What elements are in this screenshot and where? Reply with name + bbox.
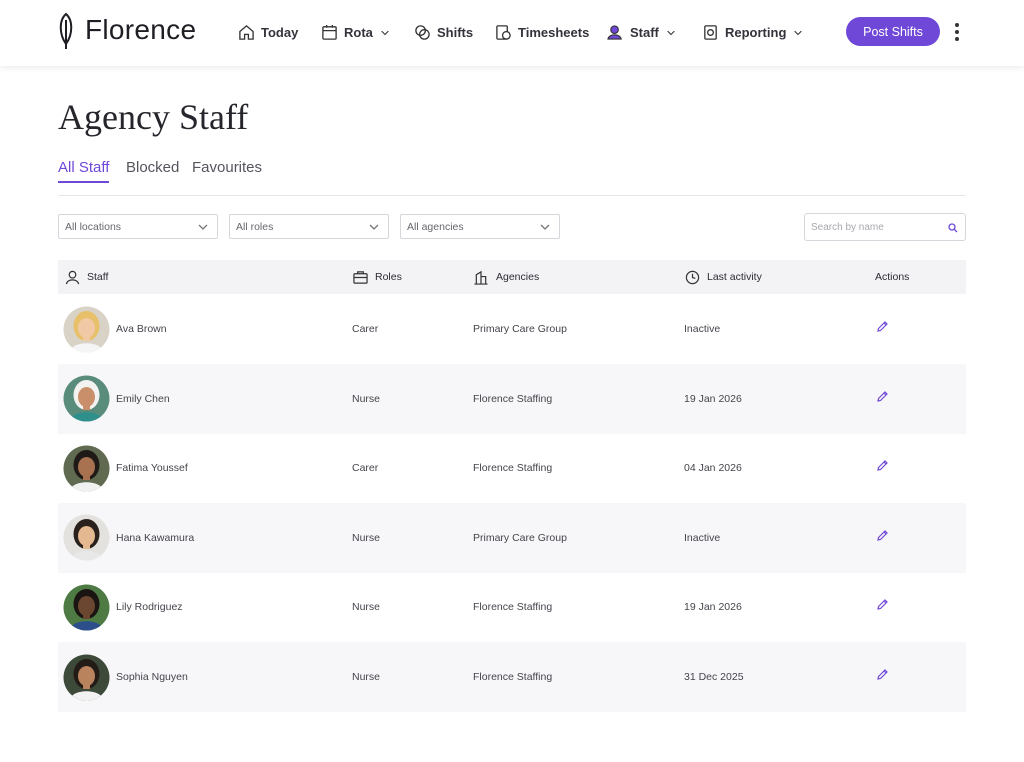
filter-select[interactable]: All agencies — [400, 214, 560, 239]
nav-shifts[interactable]: Shifts — [414, 22, 473, 42]
header-label: Actions — [875, 271, 910, 283]
filter-select[interactable]: All roles — [229, 214, 389, 239]
table-row — [58, 363, 966, 434]
header-label: Roles — [375, 271, 402, 283]
header-label: Staff — [87, 271, 109, 283]
agency: Primary Care Group — [473, 323, 567, 335]
avatar — [63, 584, 110, 631]
search-placeholder: Search by name — [811, 221, 884, 233]
table-header — [58, 260, 966, 294]
column-header: Last activity — [685, 270, 762, 284]
nav-today[interactable]: Today — [238, 22, 298, 42]
edit-button[interactable] — [876, 598, 889, 611]
nav-label: Staff — [630, 24, 659, 40]
nav-label: Today — [261, 24, 299, 40]
staff-name[interactable]: Emily Chen — [116, 392, 170, 405]
role: Nurse — [352, 601, 381, 614]
agency: Florence Staffing — [473, 462, 553, 475]
edit-button[interactable] — [876, 459, 889, 472]
brand[interactable]: Florence — [85, 14, 197, 45]
page-title: Agency Staff — [58, 97, 249, 137]
avatar — [63, 306, 110, 352]
nav-reporting[interactable]: Reporting — [702, 22, 804, 42]
role: Carer — [352, 462, 379, 475]
role: Nurse — [352, 531, 381, 544]
avatar — [63, 514, 110, 561]
role: Carer — [352, 323, 379, 335]
last-activity: Inactive — [684, 323, 721, 335]
last-activity: 31 Dec 2025 — [684, 671, 744, 683]
edit-button[interactable] — [876, 320, 889, 333]
select-label: All roles — [236, 220, 274, 233]
nav-label: Shifts — [437, 24, 474, 40]
staff-name[interactable]: Fatima Youssef — [116, 462, 188, 475]
select-label: All locations — [65, 220, 122, 233]
avatar — [63, 375, 110, 422]
staff-name[interactable]: Hana Kawamura — [116, 531, 195, 544]
last-activity: Inactive — [684, 531, 721, 544]
tab[interactable]: Favourites — [192, 159, 263, 176]
staff-name[interactable]: Sophia Nguyen — [116, 671, 188, 683]
tab[interactable]: All Staff — [58, 159, 110, 183]
role: Nurse — [352, 671, 381, 683]
table-row — [58, 642, 966, 712]
post-shifts-button[interactable]: Post Shifts — [846, 17, 940, 46]
divider — [58, 195, 966, 196]
edit-button[interactable] — [876, 668, 889, 681]
avatar — [63, 445, 110, 492]
column-header: Staff — [65, 270, 108, 284]
agency: Primary Care Group — [473, 531, 567, 544]
more-menu[interactable] — [953, 22, 961, 42]
table-row — [58, 502, 966, 573]
filter-select[interactable]: All locations — [58, 214, 218, 239]
column-header: Agencies — [473, 270, 540, 285]
last-activity: 19 Jan 2026 — [684, 601, 742, 614]
column-header: Actions — [875, 270, 909, 284]
edit-button[interactable] — [876, 529, 889, 542]
nav-rota[interactable]: Rota — [321, 22, 391, 42]
tab[interactable]: Blocked — [126, 159, 180, 176]
last-activity: 04 Jan 2026 — [684, 462, 742, 475]
header-label: Agencies — [496, 271, 540, 283]
avatar — [63, 654, 110, 700]
nav-label: Rota — [344, 24, 373, 40]
agency: Florence Staffing — [473, 601, 553, 614]
column-header: Roles — [353, 270, 402, 284]
nav-label: Timesheets — [518, 24, 590, 40]
staff-name[interactable]: Ava Brown — [116, 323, 167, 335]
top-nav: Florence Today Rota Shifts Timesheets St… — [0, 0, 1024, 66]
search-input[interactable]: Search by name — [804, 213, 966, 241]
role: Nurse — [352, 392, 381, 405]
nav-staff[interactable]: Staff — [607, 22, 677, 42]
staff-name[interactable]: Lily Rodriguez — [116, 601, 183, 614]
agency: Florence Staffing — [473, 671, 553, 683]
logo — [59, 12, 73, 49]
last-activity: 19 Jan 2026 — [684, 392, 742, 405]
nav-timesheets[interactable]: Timesheets — [495, 22, 589, 42]
header-label: Last activity — [707, 271, 762, 283]
edit-button[interactable] — [876, 390, 889, 403]
select-label: All agencies — [407, 220, 464, 233]
agency: Florence Staffing — [473, 392, 553, 405]
nav-label: Reporting — [725, 24, 787, 40]
